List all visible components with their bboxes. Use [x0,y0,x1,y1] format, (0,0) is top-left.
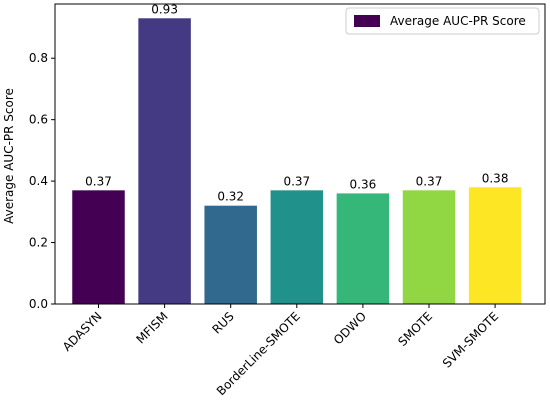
legend: Average AUC-PR Score [345,7,540,35]
x-tick-label: SVM-SMOTE [440,309,501,370]
y-tick-label: 0.4 [29,174,48,188]
data-label: 0.36 [350,177,377,191]
data-label: 0.93 [151,2,178,16]
y-tick-label: 0.8 [29,51,48,65]
data-label: 0.38 [482,171,509,185]
y-tick-label: 0.6 [29,113,48,127]
y-tick-label: 0.2 [29,236,48,250]
x-tick-label: MFISM [133,309,170,346]
data-label: 0.37 [416,174,443,188]
x-tick-label: ADASYN [60,309,105,354]
legend-box [345,7,540,35]
bar-smote [402,190,456,304]
bar-adasyn [72,190,125,304]
y-axis-label: Average AUC-PR Score [2,88,16,224]
bars-group [72,18,522,304]
data-label: 0.32 [217,190,244,204]
bar-svm-smote [468,187,522,304]
data-label: 0.37 [283,174,310,188]
x-tick-label: RUS [209,309,236,336]
data-labels-group: 0.37 0.93 0.32 0.37 0.36 0.37 0.38 [85,2,508,203]
legend-entry: Average AUC-PR Score [390,14,526,28]
bar-borderline-smote [270,190,324,304]
bar-mfism [138,18,191,304]
x-tick-label: ODWO [331,309,369,347]
bar-odwo [336,193,390,304]
legend-swatch [354,15,380,27]
plot-frame [54,3,546,305]
y-tick-label: 0.0 [29,297,48,311]
x-tick-label: SMOTE [395,309,435,349]
data-label: 0.37 [85,174,112,188]
y-axis: 0.0 0.2 0.4 0.6 0.8 [29,51,55,311]
bar-rus [204,205,257,304]
